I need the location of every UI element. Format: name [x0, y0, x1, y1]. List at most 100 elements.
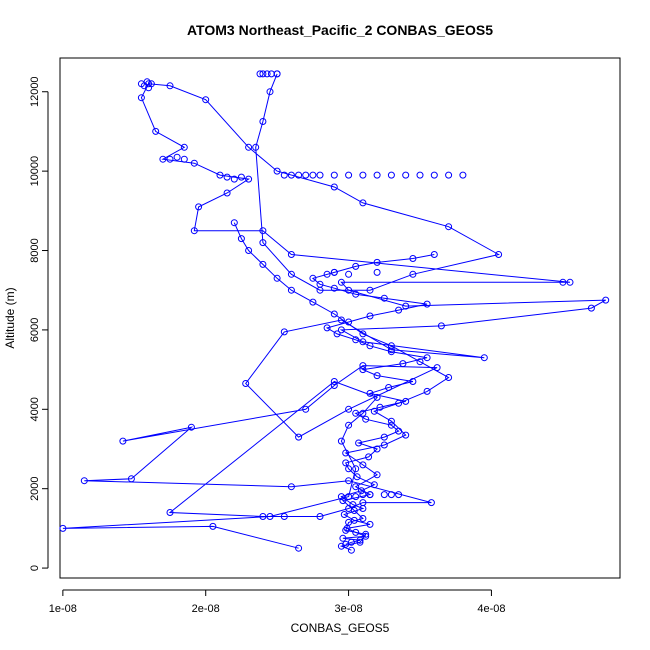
- data-point: [373, 393, 381, 401]
- data-point: [280, 171, 288, 179]
- data-point: [337, 326, 345, 334]
- data-point: [342, 459, 350, 467]
- data-point: [380, 491, 388, 499]
- data-point: [337, 316, 345, 324]
- series-4: [280, 171, 467, 179]
- data-point: [366, 342, 374, 350]
- data-point: [245, 175, 253, 183]
- data-point: [345, 171, 353, 179]
- x-axis: 1e-08 2e-08 3e-08 4e-08: [49, 589, 505, 615]
- data-point: [190, 159, 198, 167]
- x-tick-label: 1e-08: [49, 603, 77, 615]
- data-point: [350, 507, 358, 514]
- data-point: [302, 405, 310, 413]
- data-point: [245, 143, 253, 151]
- data-point: [359, 505, 367, 512]
- data-point: [342, 526, 350, 534]
- data-point: [347, 546, 355, 554]
- series-3: [230, 219, 453, 554]
- data-point: [216, 171, 224, 179]
- data-point: [287, 270, 295, 278]
- data-point: [345, 477, 353, 485]
- data-point: [366, 491, 374, 499]
- data-point: [387, 171, 395, 179]
- data-point: [445, 374, 453, 381]
- data-point: [352, 493, 360, 501]
- data-point: [309, 274, 317, 282]
- data-point: [395, 306, 403, 314]
- data-point: [302, 171, 310, 179]
- data-point: [402, 171, 410, 179]
- data-point: [339, 497, 347, 505]
- y-tick-label: 2000: [29, 476, 41, 500]
- data-point: [376, 403, 384, 411]
- data-point: [316, 513, 324, 520]
- data-point: [259, 239, 267, 247]
- series-line: [233, 222, 450, 551]
- data-point: [366, 286, 374, 294]
- data-point: [366, 389, 374, 397]
- data-point: [345, 270, 353, 278]
- data-point: [166, 509, 174, 516]
- data-point: [337, 542, 345, 550]
- data-point: [230, 219, 238, 227]
- data-point: [395, 491, 403, 499]
- data-point: [263, 70, 271, 78]
- data-point: [190, 227, 198, 235]
- data-point: [359, 366, 367, 374]
- data-point: [430, 251, 438, 258]
- data-point: [280, 328, 288, 336]
- y-tick-label: 4000: [29, 397, 41, 421]
- series-2: [309, 251, 438, 548]
- data-point: [166, 155, 174, 163]
- data-point: [459, 171, 467, 179]
- data-point: [587, 304, 595, 312]
- data-point: [273, 274, 281, 282]
- y-tick-label: 10000: [29, 156, 41, 187]
- y-tick-label: 8000: [29, 238, 41, 262]
- data-point: [427, 499, 435, 507]
- data-point: [359, 409, 367, 417]
- data-point: [309, 298, 317, 306]
- data-point: [495, 251, 503, 258]
- data-point: [373, 258, 381, 266]
- data-point: [366, 312, 374, 320]
- data-point: [295, 544, 303, 552]
- data-point: [273, 167, 281, 175]
- data-point: [445, 223, 453, 231]
- data-point: [223, 173, 231, 181]
- data-point: [316, 280, 324, 288]
- data-point: [437, 322, 445, 330]
- data-point: [159, 155, 167, 163]
- data-point: [387, 417, 395, 425]
- data-point: [416, 171, 424, 179]
- y-tick-label: 12000: [29, 76, 41, 107]
- data-point: [355, 439, 363, 447]
- data-point: [59, 524, 67, 532]
- x-tick-label: 2e-08: [192, 603, 220, 615]
- data-point: [385, 384, 393, 391]
- chart-title: ATOM3 Northeast_Pacific_2 CONBAS_GEOS5: [187, 22, 493, 38]
- data-point: [359, 491, 367, 499]
- data-point: [373, 171, 381, 179]
- data-point: [387, 421, 395, 429]
- data-point: [337, 437, 345, 445]
- data-point: [323, 324, 331, 332]
- data-point: [256, 70, 264, 78]
- y-tick-label: 0: [29, 565, 41, 571]
- data-point: [602, 296, 610, 304]
- data-point: [252, 143, 260, 151]
- data-point: [287, 286, 295, 294]
- data-point: [362, 530, 370, 538]
- data-point: [395, 399, 403, 407]
- x-tick-label: 4e-08: [477, 603, 505, 615]
- data-point: [152, 127, 160, 135]
- data-point: [345, 405, 353, 413]
- data-point: [365, 453, 373, 461]
- data-point: [566, 278, 574, 286]
- data-point: [295, 433, 303, 441]
- data-point: [330, 284, 338, 292]
- data-point: [237, 173, 245, 181]
- data-point: [287, 171, 295, 179]
